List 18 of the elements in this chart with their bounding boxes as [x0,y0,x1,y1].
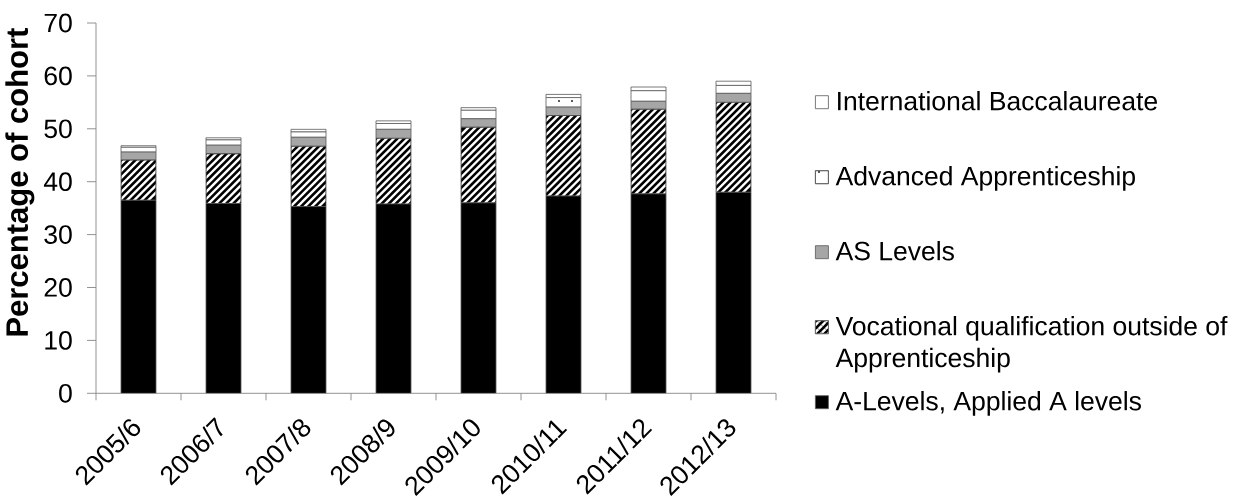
bar [630,193,667,394]
y-tick-label: 30 [44,225,72,244]
bar [375,203,412,394]
y-tick-label: 0 [59,383,72,403]
y-tick-label: 10 [45,331,72,350]
legend-label: A-Levels, Applied A levels [835,390,1141,416]
y-tick-label: 40 [43,172,72,192]
y-axis-title: Percentage of cohort [5,27,35,336]
bar [460,202,497,394]
legend-label: Advanced Apprenticeship [835,165,1135,191]
legend-label: International Baccalaureate [838,90,1157,111]
y-tick-label: 20 [44,278,72,297]
legend-label: Vocational qualification outside of Apprenticeship [835,315,1228,373]
y-tick-label: 60 [44,66,72,86]
y-tick-label: 70 [44,13,72,33]
bar [545,195,582,394]
y-tick-label: 50 [44,119,72,139]
legend-label: AS Levels [835,240,954,261]
